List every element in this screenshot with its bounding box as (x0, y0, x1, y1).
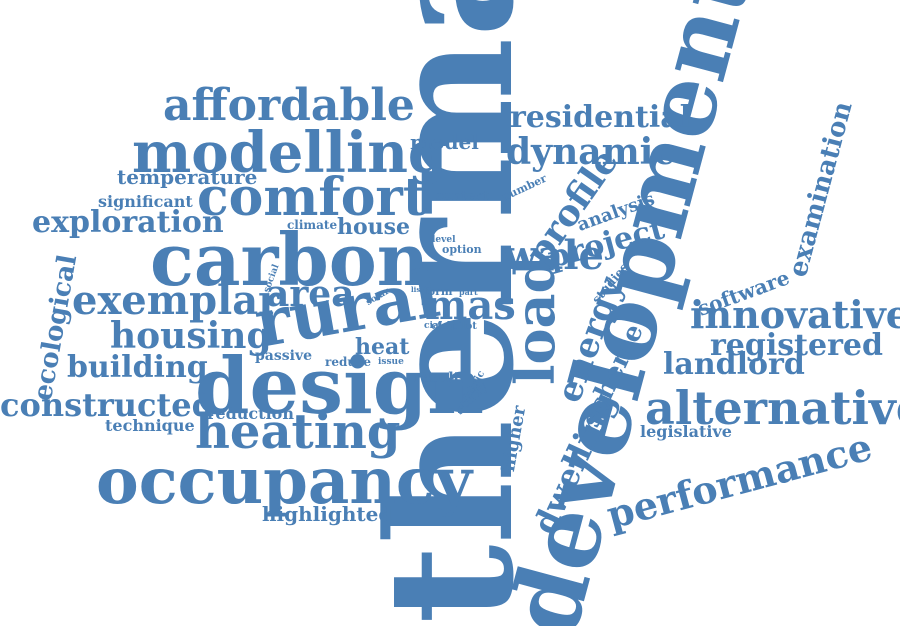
word-reduction: reduction (207, 404, 294, 423)
word-part: part (459, 287, 478, 297)
word-significant: significant (98, 192, 193, 211)
word-dynamic: dynamic (506, 131, 676, 173)
word-innovative: innovative (690, 292, 900, 337)
word-mas: mas (425, 282, 516, 329)
word-exemplar: exemplar (72, 277, 280, 324)
word-exploration: exploration (32, 205, 224, 240)
word-result: result (414, 370, 461, 386)
word-comfort: comfort (197, 167, 427, 228)
word-alternative: alternative (645, 381, 900, 435)
word-carbon: carbon (150, 217, 430, 302)
word-occupancy: occupancy (96, 444, 473, 519)
word-context: context (435, 189, 490, 204)
word-wale: wale (503, 232, 604, 279)
word-house: house (337, 214, 411, 240)
word-pilot: pilot (451, 321, 477, 332)
word-constructed: constructed (0, 386, 215, 424)
word-legislative: legislative (640, 422, 732, 441)
word-lis: lis (411, 285, 421, 294)
word-cfsh: cfsh (431, 321, 455, 332)
word-option: option (442, 243, 482, 256)
word-building: building (67, 350, 208, 385)
word-examination: examination (783, 98, 859, 281)
word-landlord: landlord (663, 347, 805, 382)
word-temperature: temperature (117, 165, 258, 189)
word-heating: heating (195, 404, 401, 460)
word-cial: cial (424, 321, 443, 331)
word-area: area (266, 273, 355, 315)
word-technique: technique (105, 416, 195, 435)
word-housing: housing (110, 315, 272, 357)
word-issue: issue (378, 357, 404, 367)
word-heat: heat (355, 334, 410, 360)
word-form: form (423, 285, 453, 298)
word-climate: climate (287, 218, 338, 232)
word-highlighted: highlighted (262, 502, 393, 526)
word-design: design (195, 341, 484, 432)
word-registered: registered (710, 328, 883, 363)
word-affordable: affordable (163, 80, 415, 131)
word-model: model (410, 130, 479, 154)
word-reduce: reduce (325, 355, 372, 369)
word-residential: residential (510, 100, 692, 135)
word-passive: passive (255, 348, 312, 364)
word-modelling: modelling (132, 120, 448, 186)
word-level: level (432, 235, 456, 245)
